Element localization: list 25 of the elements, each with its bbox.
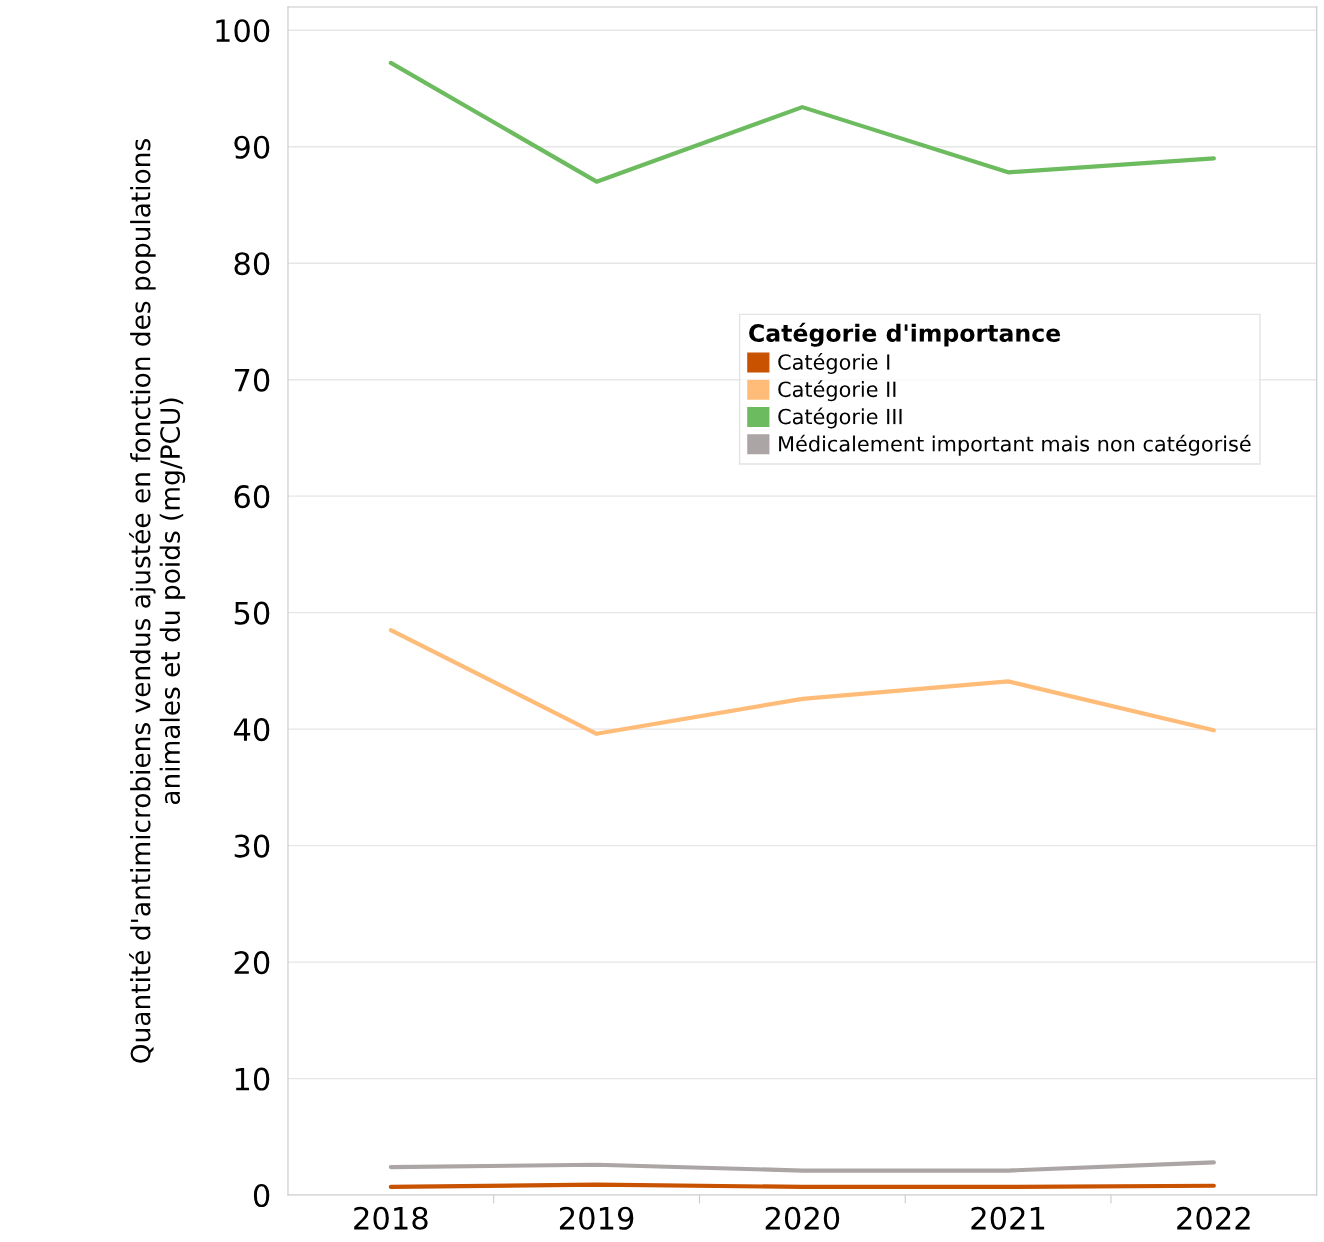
y-tick-label: 0 [253, 1183, 270, 1208]
x-tick-label: 2019 [559, 1206, 634, 1230]
legend-label: Catégorie III [778, 407, 902, 429]
y-tick-label: 30 [234, 834, 270, 858]
legend-label: Catégorie I [778, 352, 890, 374]
x-tick-label: 2020 [765, 1206, 840, 1230]
x-tick-label: 2018 [354, 1206, 428, 1230]
legend-label: Médicalement important mais non catégorisé [779, 434, 1251, 456]
y-tick-label: 100 [216, 19, 270, 43]
line-series [388, 60, 1216, 184]
y-tick-label: 40 [233, 718, 270, 742]
y-tick-label: 60 [234, 485, 270, 509]
y-tick-label: 20 [234, 951, 270, 975]
line-series [388, 1160, 1216, 1173]
x-tick-label: 2022 [1177, 1206, 1250, 1230]
line-series [388, 628, 1216, 736]
y-tick-label: 10 [235, 1067, 270, 1091]
y-tick-label: 80 [234, 252, 270, 276]
x-tick-label: 2021 [971, 1206, 1045, 1230]
y-axis-title: Quantité d'antimicrobiens vendus ajustée en fonction des populations animales et du poids (mg/PCU) [129, 139, 186, 1063]
y-tick-label: 90 [234, 135, 270, 159]
y-tick-label: 50 [234, 601, 270, 625]
y-tick-label: 70 [234, 368, 270, 392]
legend-title: Catégorie d'importance [749, 322, 1061, 347]
legend-label: Catégorie II [778, 380, 896, 402]
